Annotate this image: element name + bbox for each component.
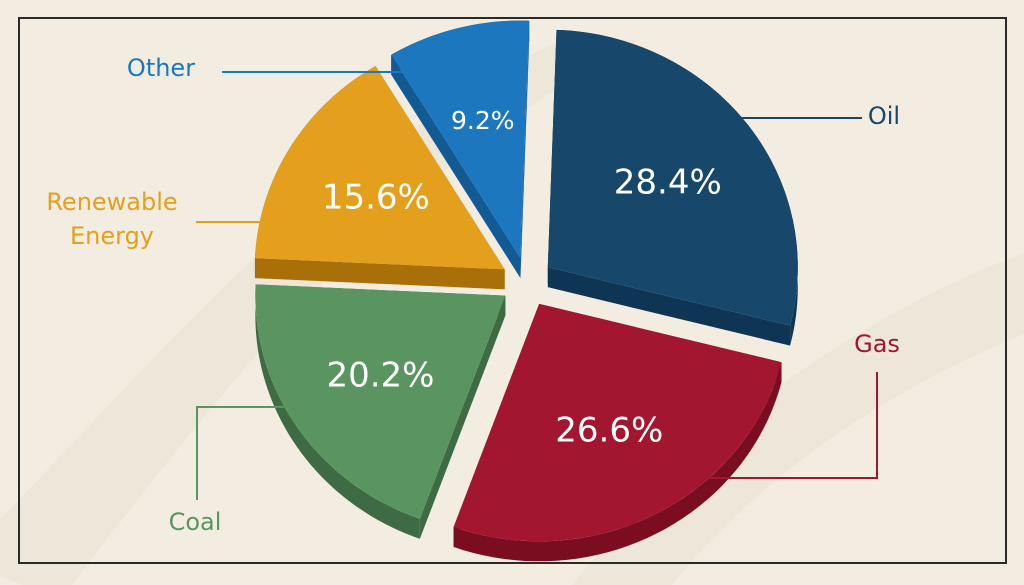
category-label-oil: Oil	[868, 102, 900, 130]
leader-line-other	[222, 71, 455, 100]
leader-line-oil	[737, 117, 862, 170]
leader-line-coal	[196, 406, 300, 500]
value-label-gas: 26.6%	[555, 411, 663, 451]
slice-top-coal	[255, 284, 506, 519]
slice-top-gas	[453, 303, 782, 542]
leader-lines	[196, 71, 878, 500]
slice-edge-coal	[419, 295, 506, 539]
value-label-other: 9.2%	[451, 106, 515, 135]
slice-gas: 26.6%	[453, 303, 782, 562]
slice-top-other	[391, 20, 530, 259]
chart-frame	[18, 17, 1007, 564]
background-band	[0, 40, 640, 585]
slice-top-renewable-energy	[254, 66, 505, 270]
pie-slices: 28.4% 26.6% 20.2% 15.6% 9.2%	[254, 20, 798, 562]
slice-edge-other	[391, 54, 521, 279]
value-label-renewable-energy: 15.6%	[322, 177, 430, 217]
value-label-oil: 28.4%	[614, 163, 722, 203]
slice-edge-renewable-energy	[254, 258, 505, 290]
slice-top-oil	[547, 29, 798, 326]
category-label-coal: Coal	[169, 508, 222, 536]
slice-oil: 28.4%	[547, 29, 798, 346]
slice-other: 9.2%	[391, 20, 530, 279]
value-label-coal: 20.2%	[326, 356, 434, 396]
leader-line-gas	[660, 372, 878, 479]
slice-edge-oil	[547, 267, 791, 346]
slice-side-gas	[453, 362, 782, 562]
slice-renewable-energy: 15.6%	[254, 66, 505, 290]
slice-side-coal	[255, 284, 420, 539]
category-label-other: Other	[127, 54, 195, 82]
slice-coal: 20.2%	[255, 284, 506, 539]
category-label-renewable-energy: Renewable Energy	[46, 188, 177, 250]
slice-edge-other	[520, 20, 530, 279]
category-label-gas: Gas	[854, 330, 900, 358]
category-labels: Oil Gas Coal Renewable Energy Other	[46, 54, 900, 536]
